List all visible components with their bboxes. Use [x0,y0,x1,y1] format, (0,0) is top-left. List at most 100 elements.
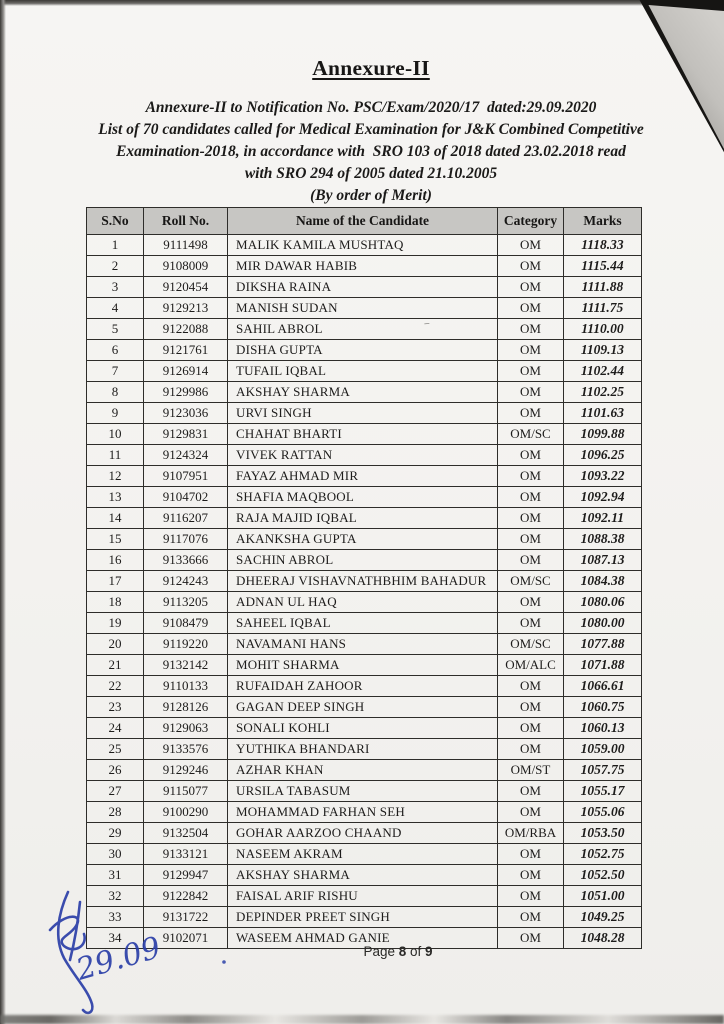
cell-marks: 1049.25 [563,906,642,928]
cell-marks: 1060.75 [563,696,642,718]
cell-marks: 1109.13 [563,339,642,361]
header-sno: S.No [86,207,144,235]
cell-marks: 1101.63 [563,402,642,424]
cell-category: OM [497,780,564,802]
cell-marks: 1118.33 [563,234,642,256]
header-roll-no: Roll No. [143,207,228,235]
cell-category: OM [497,549,564,571]
cell-sno: 12 [86,465,144,487]
cell-category: OM/RBA [497,822,564,844]
table-row: 27 9115077 URSILA TABASUM OM 1055.17 [86,780,642,802]
cell-sno: 24 [86,717,144,739]
cell-sno: 27 [86,780,144,802]
cell-marks: 1084.38 [563,570,642,592]
cell-category: OM [497,402,564,424]
cell-sno: 6 [86,339,144,361]
cell-sno: 10 [86,423,144,445]
cell-name: VIVEK RATTAN [227,444,498,466]
scan-edge-left [0,0,6,1024]
cell-roll-no: 9133666 [143,549,228,571]
cell-category: OM [497,864,564,886]
cell-roll-no: 9116207 [143,507,228,529]
table-row: 15 9117076 AKANKSHA GUPTA OM 1088.38 [86,528,642,550]
cell-roll-no: 9108479 [143,612,228,634]
table-row: 2 9108009 MIR DAWAR HABIB OM 1115.44 [86,255,642,277]
cell-roll-no: 9108009 [143,255,228,277]
table-row: 28 9100290 MOHAMMAD FARHAN SEH OM 1055.06 [86,801,642,823]
cell-roll-no: 9115077 [143,780,228,802]
table-row: 23 9128126 GAGAN DEEP SINGH OM 1060.75 [86,696,642,718]
scan-edge-bottom [0,1015,724,1024]
cell-category: OM [497,717,564,739]
header-candidate-name: Name of the Candidate [227,207,498,235]
cell-category: OM [497,339,564,361]
cell-name: NAVAMANI HANS [227,633,498,655]
cell-roll-no: 9110133 [143,675,228,697]
cell-category: OM [497,696,564,718]
cell-sno: 14 [86,507,144,529]
cell-name: SONALI KOHLI [227,717,498,739]
table-row: 6 9121761 DISHA GUPTA OM 1109.13 [86,339,642,361]
table-row: 31 9129947 AKSHAY SHARMA OM 1052.50 [86,864,642,886]
table-row: 17 9124243 DHEERAJ VISHAVNATHBHIM BAHADUR O… [86,570,642,592]
cell-marks: 1052.75 [563,843,642,865]
cell-name: DEPINDER PREET SINGH [227,906,498,928]
cell-roll-no: 9120454 [143,276,228,298]
cell-marks: 1102.25 [563,381,642,403]
cell-name: MALIK KAMILA MUSHTAQ [227,234,498,256]
cell-name: DIKSHA RAINA [227,276,498,298]
cell-sno: 15 [86,528,144,550]
cell-name: MOHAMMAD FARHAN SEH [227,801,498,823]
cell-roll-no: 9107951 [143,465,228,487]
table-row: 10 9129831 CHAHAT BHARTI OM/SC 1099.88 [86,423,642,445]
cell-name: SAHEEL IQBAL [227,612,498,634]
table-row: 7 9126914 TUFAIL IQBAL OM 1102.44 [86,360,642,382]
cell-marks: 1048.28 [563,927,642,949]
cell-category: OM [497,591,564,613]
table-row: 19 9108479 SAHEEL IQBAL OM 1080.00 [86,612,642,634]
cell-sno: 19 [86,612,144,634]
header-category: Category [497,207,564,235]
cell-name: YUTHIKA BHANDARI [227,738,498,760]
cell-sno: 1 [86,234,144,256]
table-row: 18 9113205 ADNAN UL HAQ OM 1080.06 [86,591,642,613]
table-row: 5 9122088 SAHIL ABROL OM 1110.00 [86,318,642,340]
notification-subtitle: Annexure-II to Notification No. PSC/Exam… [18,97,724,207]
cell-roll-no: 9104702 [143,486,228,508]
cell-name: GAGAN DEEP SINGH [227,696,498,718]
cell-name: FAISAL ARIF RISHU [227,885,498,907]
cell-category: OM [497,381,564,403]
cell-sno: 8 [86,381,144,403]
ink-dot [222,960,226,964]
cell-category: OM/SC [497,633,564,655]
subtitle-line: (By order of Merit) [310,187,432,204]
cell-marks: 1102.44 [563,360,642,382]
cell-category: OM/SC [497,570,564,592]
footer-page-number: 8 [398,944,407,959]
cell-marks: 1087.13 [563,549,642,571]
cell-name: RAJA MAJID IQBAL [227,507,498,529]
cell-name: DISHA GUPTA [227,339,498,361]
cell-roll-no: 9126914 [143,360,228,382]
subtitle-line: Annexure-II to Notification No. PSC/Exam… [145,99,597,116]
cell-roll-no: 9111498 [143,234,228,256]
cell-roll-no: 9133121 [143,843,228,865]
table-row: 16 9133666 SACHIN ABROL OM 1087.13 [86,549,642,571]
subtitle-line: Examination-2018, in accordance with SRO… [116,143,626,160]
footer-total-pages: 9 [425,944,433,959]
cell-sno: 21 [86,654,144,676]
table-row: 29 9132504 GOHAR AARZOO CHAAND OM/RBA 1053.5… [86,822,642,844]
cell-category: OM [497,444,564,466]
cell-category: OM [497,318,564,340]
cell-marks: 1077.88 [563,633,642,655]
table-row: 30 9133121 NASEEM AKRAM OM 1052.75 [86,843,642,865]
cell-sno: 32 [86,885,144,907]
cell-marks: 1080.06 [563,591,642,613]
table-row: 32 9122842 FAISAL ARIF RISHU OM 1051.00 [86,885,642,907]
table-row: 24 9129063 SONALI KOHLI OM 1060.13 [86,717,642,739]
cell-sno: 13 [86,486,144,508]
pen-mark-artifact: -- [423,317,430,330]
cell-marks: 1092.11 [563,507,642,529]
cell-name: AKANKSHA GUPTA [227,528,498,550]
